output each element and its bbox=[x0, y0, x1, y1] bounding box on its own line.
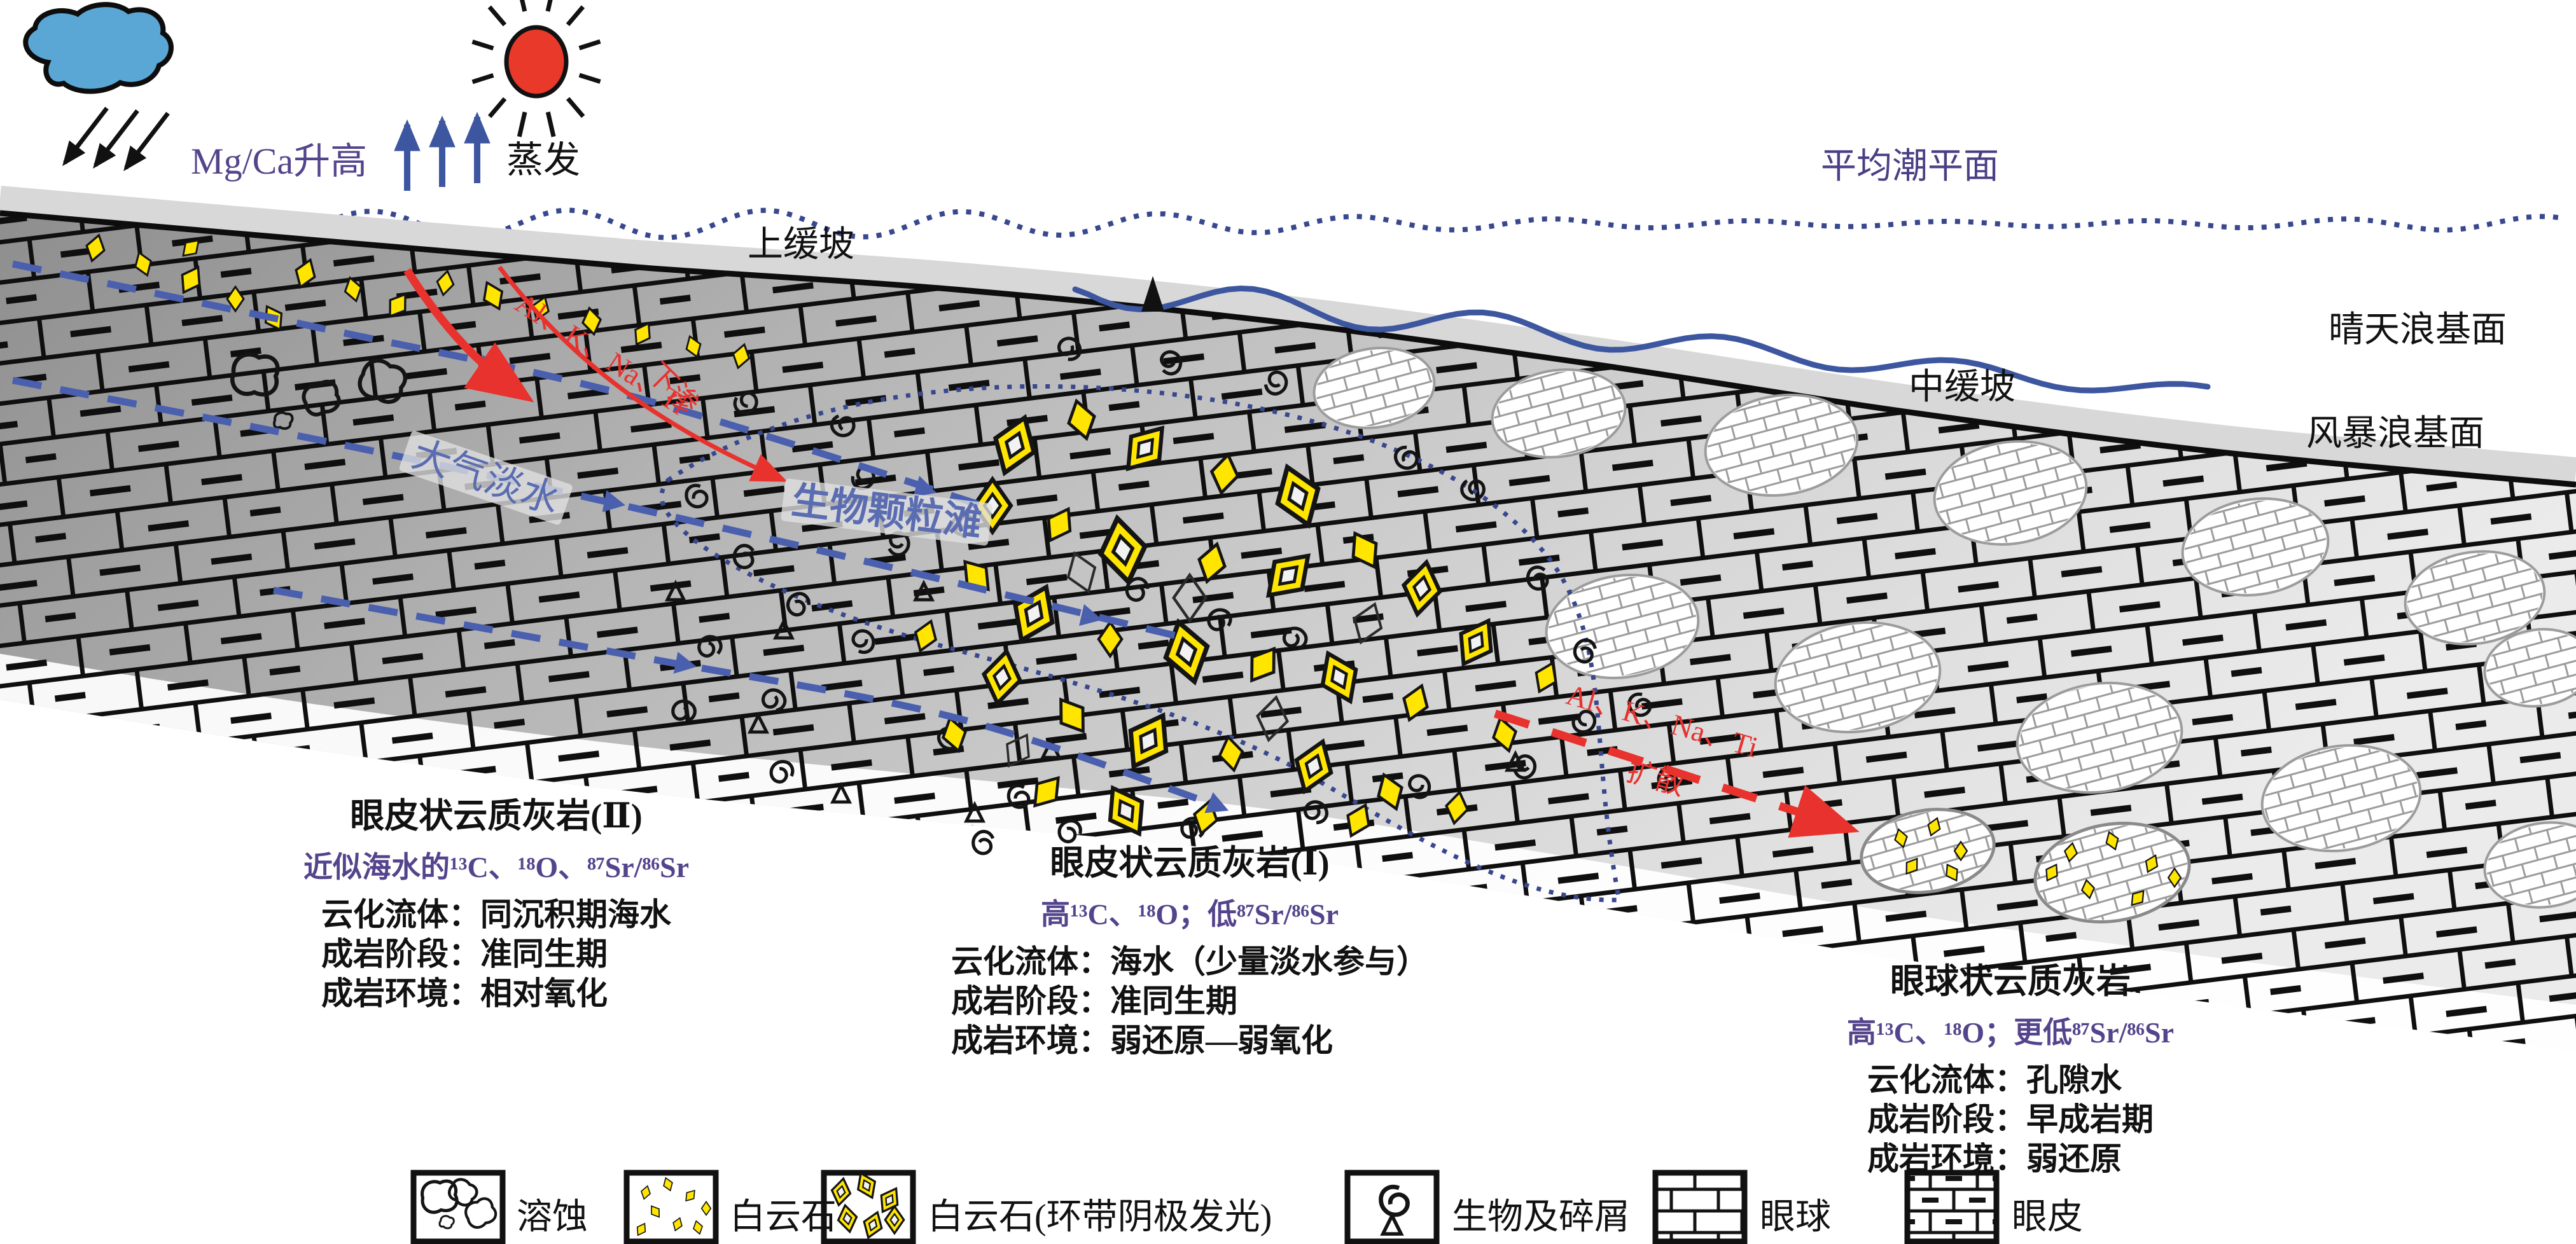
rain-arrows-icon bbox=[62, 106, 170, 172]
eyelid-icon bbox=[1904, 1170, 2000, 1244]
eyeball-nodules bbox=[1312, 347, 2576, 923]
surface-tick-icon bbox=[1141, 276, 1164, 312]
rock-type-block-eyeball: 眼球状云质灰岩 高¹³C、¹⁸O；更低⁸⁷Sr/⁸⁶Sr 云化流体：孔隙水 成岩… bbox=[1826, 953, 2195, 1178]
storm-wave-base-label: 风暴浪基面 bbox=[2306, 414, 2484, 453]
legend-box bbox=[1344, 1170, 1440, 1244]
infiltration-arrow bbox=[403, 268, 534, 403]
rock-type-fluid: 云化流体：孔隙水 bbox=[1867, 1062, 2122, 1098]
mean-tide-label: 平均潮平面 bbox=[1821, 147, 1999, 186]
ramp-top-line bbox=[0, 210, 2576, 488]
rock-type-fluid: 云化流体：海水（少量淡水参与） bbox=[951, 944, 1428, 979]
legend-label-dolomite: 白云石 bbox=[730, 1198, 837, 1237]
rock-type-isotopes: 高¹³C、¹⁸O；更低⁸⁷Sr/⁸⁶Sr bbox=[1846, 1016, 2175, 1049]
rock-type-block-eyelid-2: 眼皮状云质灰岩(Ⅱ) 近似海水的¹³C、¹⁸O、⁸⁷Sr/⁸⁶Sr 云化流体：同… bbox=[274, 787, 719, 1013]
sun-icon bbox=[471, 0, 601, 137]
rock-type-fluid: 云化流体：同沉积期海水 bbox=[321, 897, 671, 932]
rock-type-title: 眼皮状云质灰岩(Ⅰ) bbox=[1050, 844, 1330, 882]
eyeball-icon bbox=[1652, 1170, 1748, 1244]
legend-label-eyeball: 眼球 bbox=[1760, 1198, 1831, 1237]
legend-label-dissolution: 溶蚀 bbox=[517, 1198, 588, 1237]
rock-type-stage: 成岩阶段：准同生期 bbox=[951, 983, 1237, 1019]
upper-ramp-label: 上缓坡 bbox=[748, 225, 854, 265]
evaporation-label: 蒸发 bbox=[506, 139, 581, 181]
rock-type-title: 眼皮状云质灰岩(Ⅱ) bbox=[350, 797, 643, 835]
grain-shoal-outline bbox=[659, 384, 1622, 902]
freshwater-flow-line bbox=[11, 377, 1178, 640]
rock-type-environment: 成岩环境：弱还原 bbox=[1867, 1141, 2122, 1177]
legend-label-eyelid: 眼皮 bbox=[2012, 1198, 2083, 1237]
legend-box bbox=[410, 1170, 506, 1244]
rock-type-block-eyelid-1: 眼皮状云质灰岩(Ⅰ) 高¹³C、¹⁸O；低⁸⁷Sr/⁸⁶Sr 云化流体：海水（少… bbox=[926, 834, 1454, 1060]
rock-type-isotopes: 近似海水的¹³C、¹⁸O、⁸⁷Sr/⁸⁶Sr bbox=[303, 851, 690, 883]
fair-weather-wave-base-label: 晴天浪基面 bbox=[2329, 310, 2507, 350]
diffusion-arrow bbox=[1493, 709, 1860, 838]
rock-type-environment: 成岩环境：相对氧化 bbox=[321, 976, 608, 1011]
freshwater-flow-line bbox=[273, 586, 1210, 806]
rock-type-environment: 成岩环境：弱还原—弱氧化 bbox=[951, 1023, 1333, 1058]
legend bbox=[410, 1168, 2000, 1244]
legend-label-zoned-dolomite: 白云石(环带阴极发光) bbox=[928, 1198, 1272, 1237]
fair-weather-wave-line bbox=[1072, 285, 2211, 394]
rock-type-stage: 成岩阶段：准同生期 bbox=[321, 936, 608, 972]
mgca-rise-label: Mg/Ca升高 bbox=[191, 141, 368, 182]
evaporation-arrows-icon bbox=[394, 111, 491, 191]
rock-type-stage: 成岩阶段：早成岩期 bbox=[1867, 1102, 2154, 1137]
rock-type-title: 眼球状云质灰岩 bbox=[1890, 962, 2131, 1000]
legend-label-bioclast: 生物及碎屑 bbox=[1452, 1198, 1630, 1237]
rain-cloud-icon bbox=[23, 2, 174, 172]
ramp-drawing bbox=[0, 186, 2576, 1244]
rock-type-isotopes: 高¹³C、¹⁸O；低⁸⁷Sr/⁸⁶Sr bbox=[1040, 898, 1339, 930]
infiltration-arrow bbox=[498, 265, 788, 482]
middle-ramp-label: 中缓坡 bbox=[1909, 368, 2016, 407]
mean-tide-dotted-line bbox=[221, 207, 2565, 241]
seafloor-surface-band bbox=[0, 186, 2576, 484]
element-transport-arrows bbox=[403, 265, 1860, 838]
